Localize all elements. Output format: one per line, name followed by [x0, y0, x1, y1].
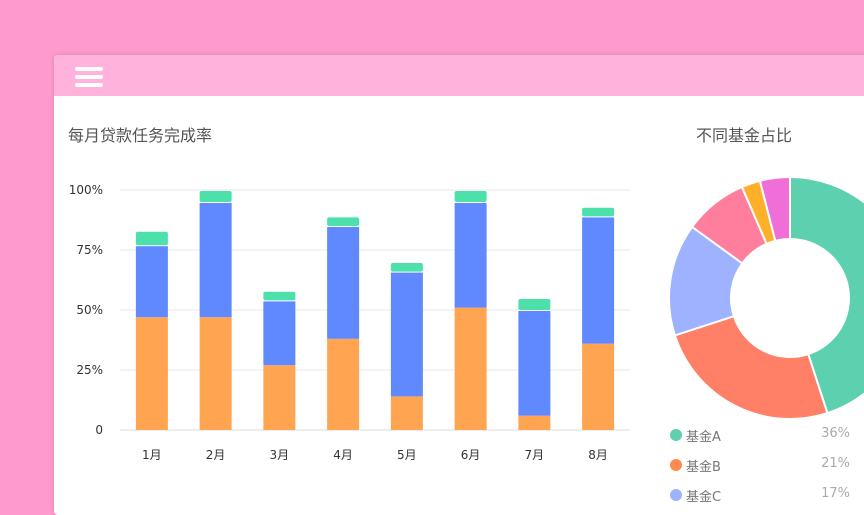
y-tick-label: 0 [95, 423, 103, 437]
card-header [54, 55, 864, 96]
dashboard-card: 每月贷款任务完成率 不同基金占比 0 25% 50% 75% 100% 1月 2月 3月 4月 5… [54, 55, 864, 515]
bar-segment [135, 246, 168, 318]
donut-slice [758, 175, 791, 243]
bar-segment [518, 415, 551, 430]
bar-segment [454, 191, 487, 202]
y-tick-label: 75% [76, 243, 103, 257]
bar-segment [135, 317, 168, 430]
bar-segment [263, 365, 296, 430]
bar-segment [390, 272, 423, 397]
bar-segment [454, 203, 487, 308]
x-tick-label: 8月 [588, 448, 608, 462]
legend-percent: 36% [821, 426, 850, 441]
bar-segment [263, 301, 296, 366]
legend-item-a[interactable]: 基金A 36% [670, 425, 850, 445]
x-tick-label: 7月 [525, 448, 545, 462]
bar-segment [327, 338, 360, 430]
bar-segment [518, 311, 551, 416]
legend-item-b[interactable]: 基金B 21% [670, 455, 850, 475]
x-tick-label: 5月 [397, 448, 417, 462]
x-tick-label: 4月 [333, 448, 353, 462]
bar-segment [199, 191, 232, 202]
hamburger-menu-icon[interactable] [75, 67, 103, 87]
legend-label: 基金A [686, 430, 721, 445]
bar-segment [582, 207, 615, 217]
bar-segment [582, 343, 615, 430]
y-tick-label: 50% [76, 303, 103, 317]
legend-percent: 21% [821, 456, 850, 471]
y-tick-label: 25% [76, 363, 103, 377]
legend-dot [670, 429, 682, 441]
legend-item-c[interactable]: 基金C 17% [670, 485, 850, 505]
legend-percent: 17% [821, 486, 850, 501]
donut-chart-title: 不同基金占比 [696, 126, 793, 145]
bar-segment [263, 291, 296, 301]
legend-dot [670, 489, 682, 501]
charts-svg: 0 25% 50% 75% 100% 1月 2月 3月 4月 5月 6月 7月 8月 [69, 175, 864, 462]
legend-label: 基金C [686, 490, 722, 505]
legend-dot [670, 459, 682, 471]
y-tick-label: 100% [69, 183, 103, 197]
x-tick-label: 6月 [461, 448, 481, 462]
bar-segment [135, 231, 168, 246]
bar-segment [582, 217, 615, 344]
legend-label: 基金B [686, 460, 721, 475]
bar-segment [454, 307, 487, 430]
bar-segment [518, 299, 551, 310]
bar-chart-title: 每月贷款任务完成率 [68, 126, 213, 145]
donut-slice [673, 314, 829, 420]
bar-segment [199, 203, 232, 318]
bar-segment [390, 263, 423, 272]
bar-segment [199, 317, 232, 430]
bar-segment [327, 217, 360, 226]
x-tick-label: 2月 [206, 448, 226, 462]
bar-segment [390, 396, 423, 430]
x-tick-label: 1月 [142, 448, 162, 462]
bar-segment [327, 227, 360, 339]
x-tick-label: 3月 [270, 448, 290, 462]
